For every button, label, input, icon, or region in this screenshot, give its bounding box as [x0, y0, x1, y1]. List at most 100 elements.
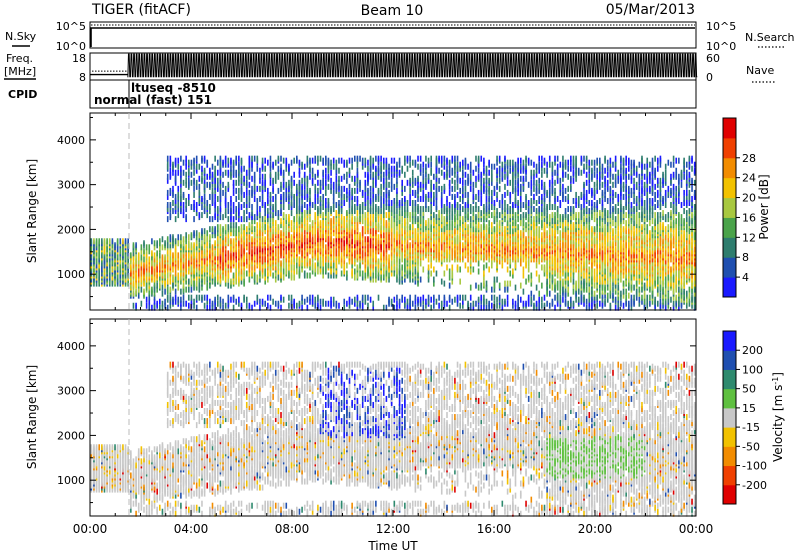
power-echo-cell — [417, 163, 419, 170]
power-echo-cell — [182, 270, 185, 277]
power-echo-cell — [243, 175, 245, 182]
power-echo-cell — [169, 202, 172, 209]
power-echo-cell — [156, 282, 158, 289]
power-echo-cell — [282, 204, 285, 211]
power-echo-cell — [187, 199, 190, 206]
power-echo-cell — [177, 191, 180, 198]
power-echo-cell — [251, 236, 253, 243]
power-echo-cell — [303, 189, 306, 196]
power-echo-cell — [267, 270, 269, 277]
power-echo-cell — [475, 202, 477, 209]
power-echo-cell — [501, 204, 504, 211]
power-echo-cell — [190, 179, 193, 186]
power-echo-cell — [190, 232, 193, 239]
power-echo-cell — [504, 286, 506, 293]
power-echo-cell — [388, 163, 390, 170]
power-echo-cell — [382, 197, 385, 204]
power-echo-cell — [219, 214, 222, 221]
power-echo-cell — [430, 296, 432, 303]
power-echo-cell — [327, 262, 330, 269]
power-echo-cell — [193, 230, 195, 237]
power-echo-cell — [132, 280, 135, 287]
power-echo-cell — [319, 179, 322, 186]
power-echo-cell — [164, 288, 166, 295]
power-echo-cell — [214, 226, 216, 233]
power-echo-cell — [198, 195, 201, 202]
power-echo-cell — [317, 169, 319, 176]
power-echo-cell — [285, 181, 288, 188]
power-echo-cell — [298, 167, 301, 174]
power-echo-cell — [169, 302, 172, 309]
power-echo-cell — [198, 183, 201, 190]
power-echo-cell — [346, 222, 348, 229]
power-echo-cell — [327, 272, 330, 279]
power-echo-cell — [472, 169, 475, 176]
power-echo-cell — [235, 262, 238, 269]
power-echo-cell — [343, 199, 346, 206]
nsearch-tick-bottom: 10^0 — [706, 40, 736, 53]
power-echo-cell — [438, 155, 440, 162]
power-echo-cell — [303, 298, 306, 305]
power-echo-cell — [309, 224, 311, 231]
power-echo-cell — [159, 256, 161, 263]
power-echo-cell — [443, 216, 446, 223]
power-echo-cell — [509, 167, 512, 174]
power-echo-cell — [380, 161, 382, 168]
power-echo-cell — [272, 185, 274, 192]
power-echo-cell — [351, 204, 353, 211]
power-echo-cell — [451, 204, 454, 211]
power-echo-cell — [406, 206, 409, 213]
power-echo-cell — [319, 155, 322, 162]
power-echo-cell — [211, 244, 214, 251]
power-echo-cell — [259, 195, 261, 202]
power-echo-cell — [330, 260, 332, 267]
power-echo-cell — [330, 183, 332, 190]
power-echo-cell — [230, 278, 232, 285]
power-echo-cell — [190, 298, 193, 305]
power-echo-cell — [259, 298, 261, 305]
power-echo-cell — [356, 210, 359, 217]
power-echo-cell — [180, 175, 182, 182]
power-echo-cell — [393, 183, 396, 190]
power-echo-cell — [174, 193, 177, 200]
power-echo-cell — [130, 252, 132, 259]
power-echo-cell — [153, 244, 156, 251]
power-echo-cell — [433, 212, 435, 219]
power-echo-cell — [425, 177, 427, 184]
power-echo-cell — [169, 167, 172, 174]
power-echo-cell — [135, 302, 137, 309]
power-echo-cell — [296, 155, 298, 162]
power-echo-cell — [269, 222, 272, 229]
power-echo-cell — [430, 224, 432, 231]
power-echo-cell — [174, 294, 177, 301]
power-echo-cell — [282, 258, 285, 265]
power-echo-cell — [248, 181, 251, 188]
power-echo-cell — [198, 163, 201, 170]
power-echo-cell — [290, 226, 293, 233]
power-echo-cell — [430, 262, 432, 269]
power-echo-cell — [201, 212, 203, 219]
power-echo-cell — [272, 177, 274, 184]
power-echo-cell — [224, 208, 227, 215]
power-echo-cell — [132, 290, 135, 297]
power-echo-cell — [462, 185, 464, 192]
power-echo-cell — [480, 224, 483, 231]
power-echo-cell — [253, 155, 256, 162]
power-echo-cell — [169, 248, 172, 255]
power-echo-cell — [238, 155, 240, 162]
power-echo-cell — [477, 173, 480, 180]
power-echo-cell — [180, 300, 182, 307]
power-echo-cell — [219, 155, 222, 162]
power-echo-cell — [203, 234, 206, 241]
power-echo-cell — [335, 210, 338, 217]
power-echo-cell — [401, 216, 404, 223]
power-echo-cell — [261, 173, 264, 180]
power-echo-cell — [417, 232, 419, 239]
power-echo-cell — [190, 163, 193, 170]
power-echo-cell — [414, 177, 417, 184]
power-echo-cell — [261, 193, 264, 200]
power-echo-cell — [332, 296, 335, 303]
power-echo-cell — [393, 197, 396, 204]
power-echo-cell — [285, 157, 288, 164]
power-echo-cell — [311, 177, 314, 184]
